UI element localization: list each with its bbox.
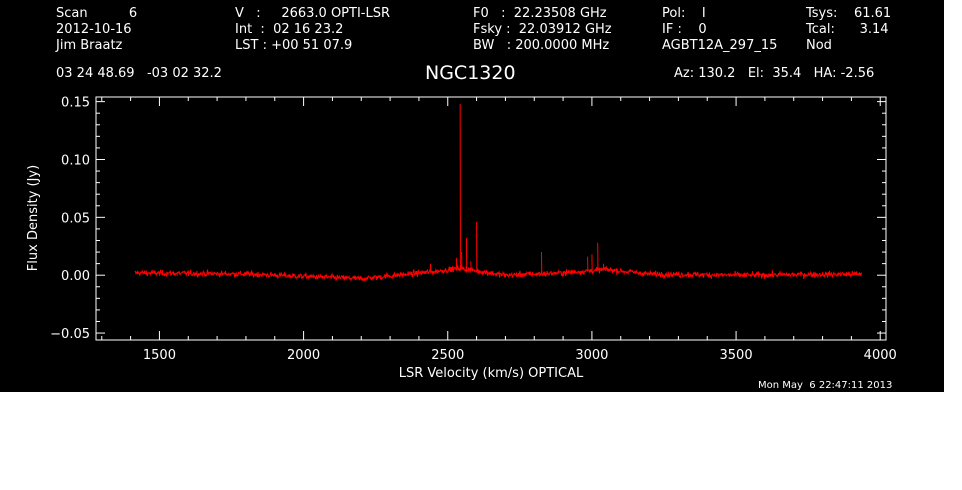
- header-col2-line2: Int : 02 16 23.2: [235, 22, 344, 37]
- x-tick-label: 3000: [575, 348, 608, 363]
- y-tick-label: 0.15: [61, 96, 90, 111]
- source-name-title: NGC1320: [425, 62, 516, 84]
- spectrum-chart: 1500 2000 2500 3000 3500 4000 −0.05 0.00 0.05 0.1…: [26, 96, 897, 381]
- header-col3-line3: BW : 200.0000 MHz: [473, 38, 610, 53]
- header-col2-line3: LST : +00 51 07.9: [235, 38, 353, 53]
- x-tick-label: 3500: [720, 348, 753, 363]
- header-col3-line1: F0 : 22.23508 GHz: [473, 6, 607, 21]
- y-axis-label: Flux Density (Jy): [26, 165, 41, 271]
- header-col1-line1: Scan 6: [56, 6, 138, 21]
- header-col4-line3: AGBT12A_297_15: [662, 38, 778, 53]
- header-col1-line2: 2012-10-16: [56, 22, 132, 37]
- x-tick-label: 4000: [864, 348, 897, 363]
- y-tick-label: 0.10: [61, 153, 90, 168]
- header-col4-line2: IF : 0: [662, 22, 707, 37]
- y-tick-label: 0.05: [61, 211, 90, 226]
- x-tick-label: 2500: [431, 348, 464, 363]
- x-axis-label: LSR Velocity (km/s) OPTICAL: [399, 366, 584, 381]
- plot-timestamp: Mon May 6 22:47:11 2013: [758, 380, 893, 391]
- header-col2-line1: V : 2663.0 OPTI-LSR: [235, 6, 391, 21]
- header-col4-line1: Pol: I: [662, 6, 706, 21]
- plot-frame: [95, 96, 887, 341]
- y-tick-label: 0.00: [61, 269, 90, 284]
- x-tick-label: 2000: [287, 348, 320, 363]
- header-col5-line3: Nod: [806, 38, 832, 53]
- header-col1-line3: Jim Braatz: [56, 38, 123, 53]
- header-col5-line2: Tcal: 3.14: [806, 22, 889, 37]
- pointing-info: Az: 130.2 El: 35.4 HA: -2.56: [674, 66, 875, 81]
- spectrum-trace: [134, 103, 862, 283]
- x-tick-label: 1500: [143, 348, 176, 363]
- header-col5-line1: Tsys: 61.61: [806, 6, 892, 21]
- source-coordinates: 03 24 48.69 -03 02 32.2: [56, 66, 222, 81]
- spectrum-plot-window: Scan 6 2012-10-16 Jim Braatz V : 2663.0 …: [0, 0, 944, 392]
- header-col3-line2: Fsky : 22.03912 GHz: [473, 22, 612, 37]
- y-tick-label: −0.05: [50, 327, 90, 342]
